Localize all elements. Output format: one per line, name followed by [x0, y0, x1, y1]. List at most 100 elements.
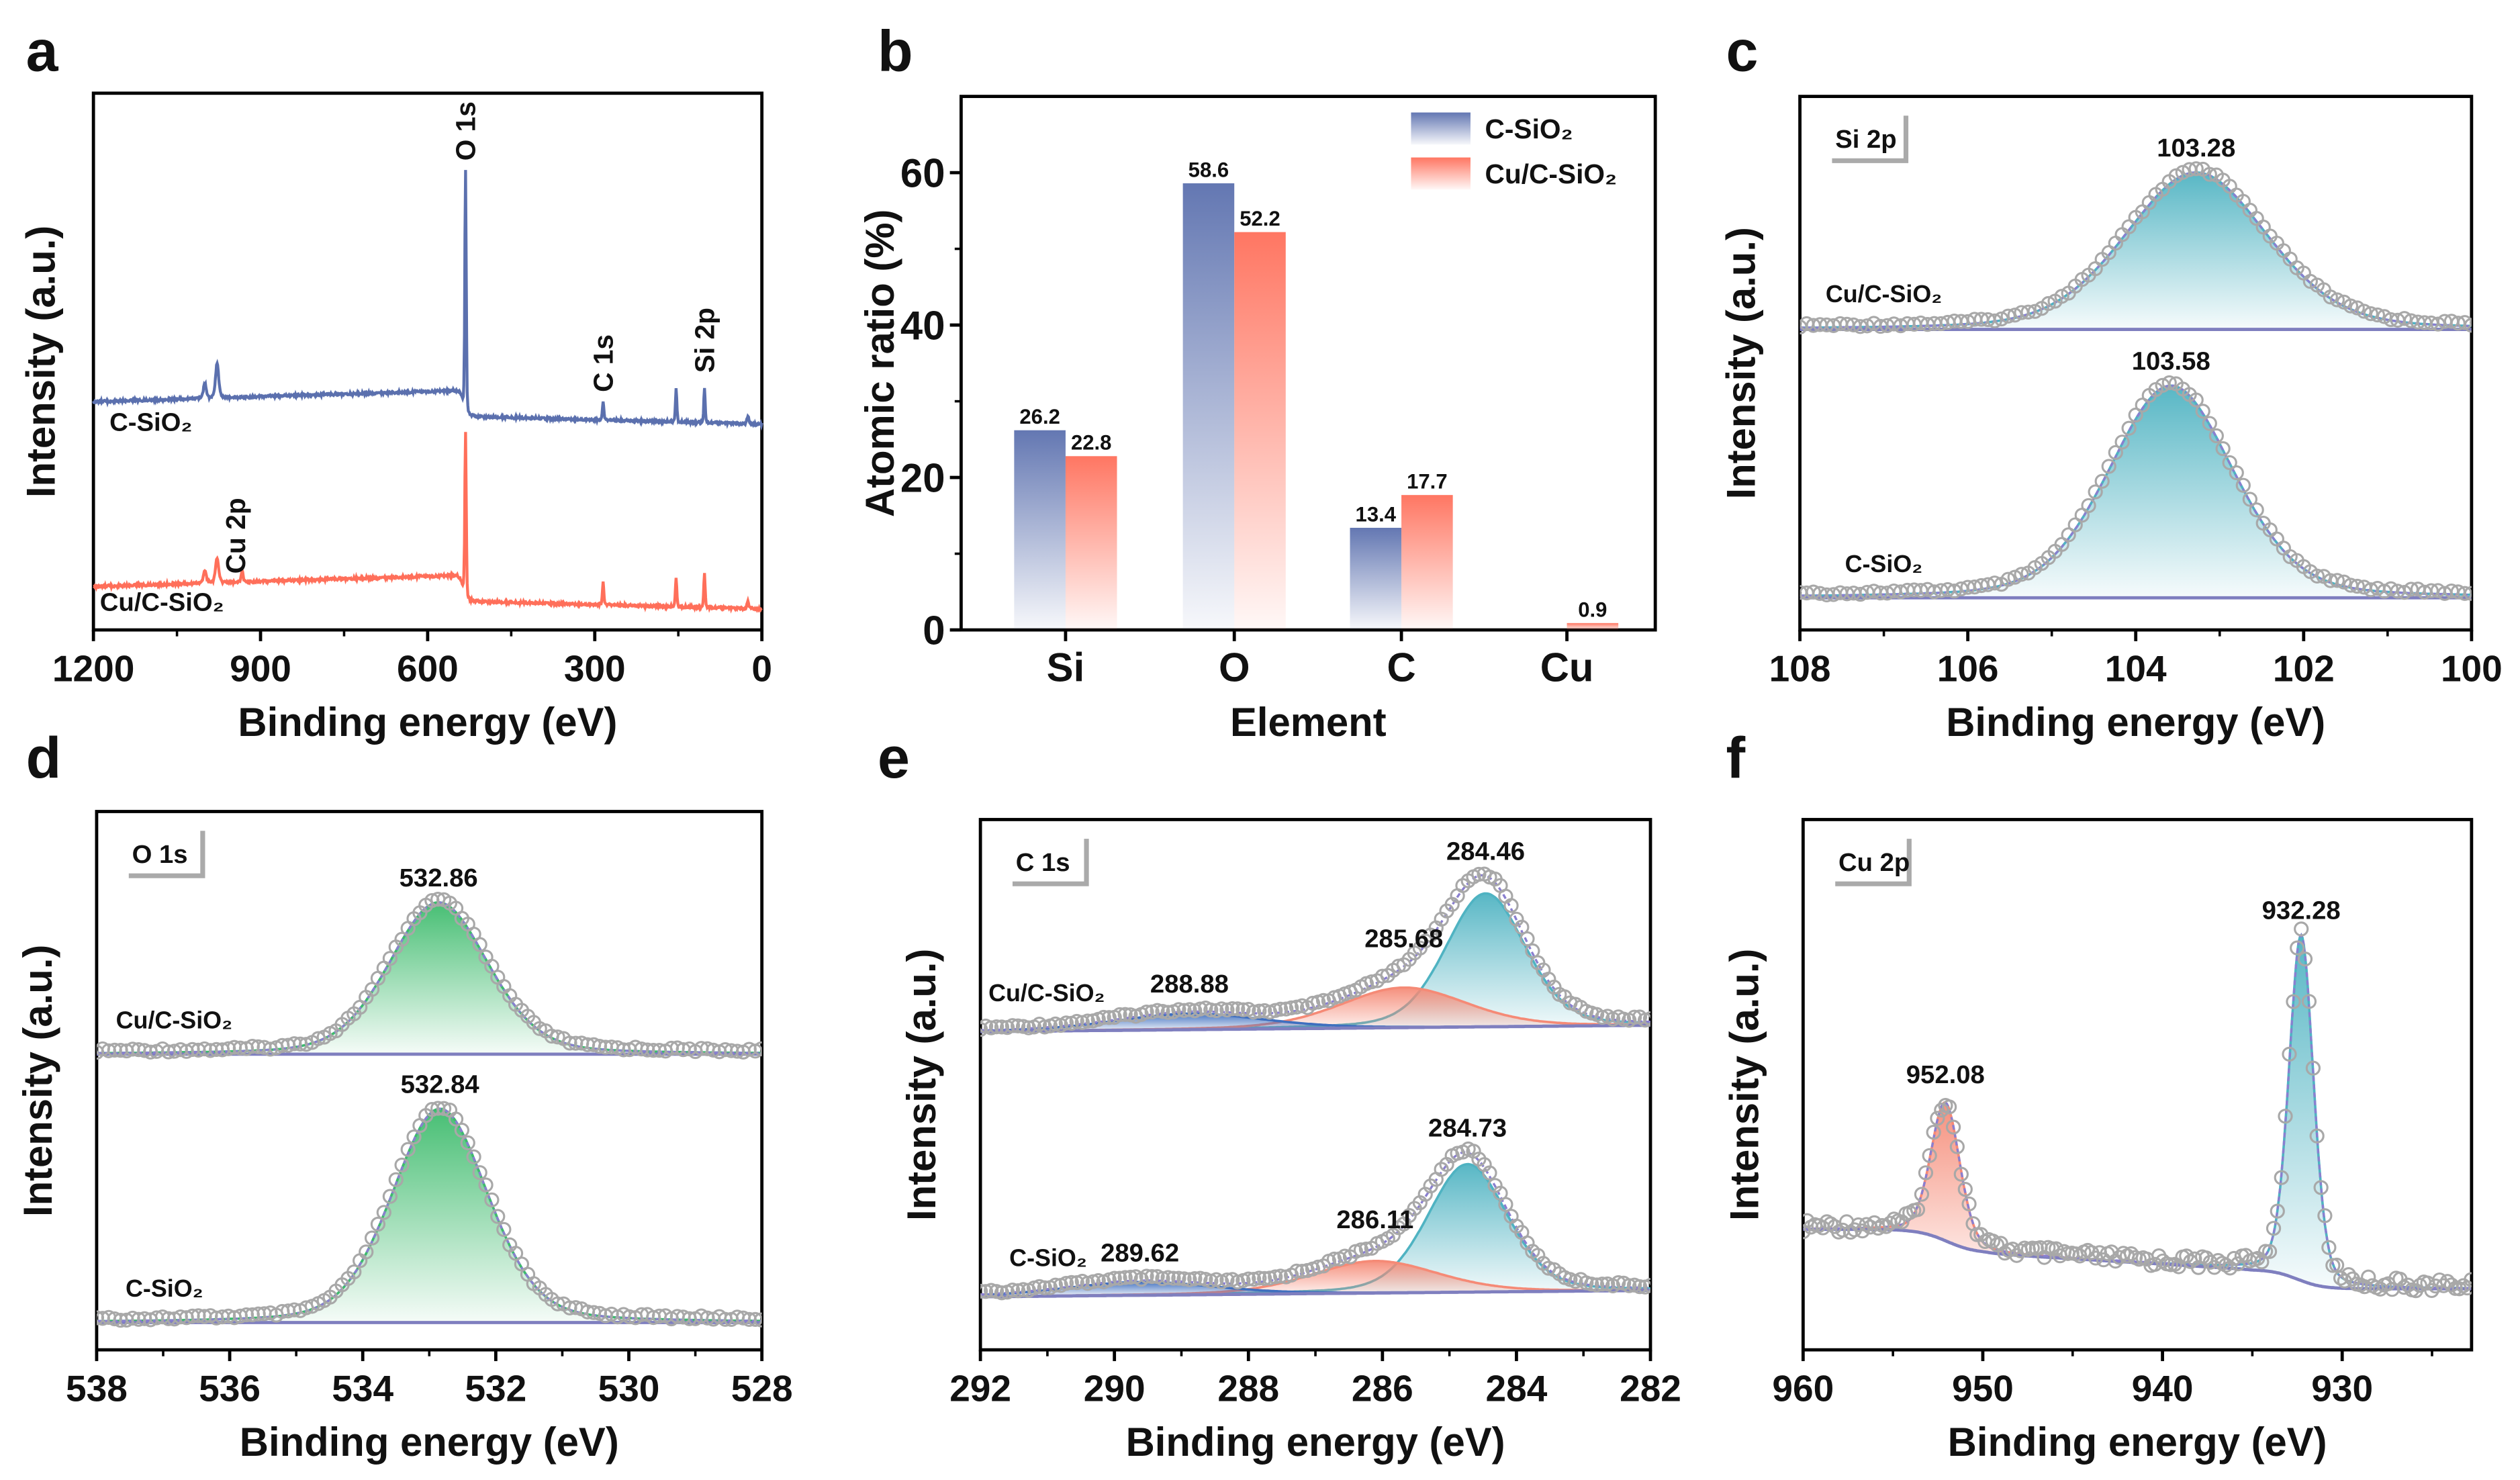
- plot-area: [1800, 161, 2472, 603]
- data-point: [1160, 1270, 1176, 1285]
- data-point: [1257, 1270, 1272, 1287]
- data-point: [478, 1177, 494, 1193]
- x-tick-label: 284: [1486, 1368, 1548, 1409]
- x-tick-label: 538: [66, 1368, 128, 1409]
- data-point: [1918, 1165, 1934, 1181]
- data-point: [2101, 459, 2116, 474]
- y-axis-label: Intensity (a.u.): [1719, 227, 1764, 499]
- panel-label-f: f: [1726, 726, 1745, 790]
- panel-f: 960 950 940 930 Binding energy (eV) Intensity…: [1722, 818, 2474, 1465]
- bar-Si-0: [1014, 430, 1066, 631]
- data-point: [1219, 1272, 1235, 1288]
- bar-C-0: [1350, 527, 1402, 631]
- data-point: [1112, 1007, 1127, 1023]
- data-point: [1160, 1005, 1176, 1020]
- data-point: [2286, 994, 2301, 1009]
- plot-area: [1803, 921, 2472, 1299]
- data-point: [1214, 1001, 1229, 1017]
- data-point: [2460, 1280, 2472, 1296]
- data-point: [2313, 1180, 2329, 1195]
- plot-area: [980, 866, 1651, 1301]
- data-point: [2341, 1267, 2356, 1283]
- data-point: [1947, 584, 1962, 599]
- data-point: [2037, 1250, 2052, 1265]
- data-point: [1182, 1272, 1197, 1287]
- data-point: [1295, 1264, 1310, 1279]
- data-point: [2329, 573, 2345, 588]
- data-point: [2282, 1046, 2297, 1062]
- data-point: [1107, 1270, 1122, 1286]
- data-point: [1005, 1018, 1021, 1033]
- data-point: [2020, 304, 2036, 320]
- data-point: [1123, 1269, 1138, 1285]
- data-point: [1806, 584, 1821, 600]
- data-point: [2171, 1259, 2186, 1275]
- data-point: [1166, 1270, 1181, 1286]
- series-label: Cu/C-SiO₂: [100, 588, 224, 616]
- data-point: [1278, 1001, 1294, 1017]
- data-point: [382, 1189, 398, 1204]
- data-point: [394, 1157, 410, 1173]
- y-axis-label: Intensity (a.u.): [1722, 949, 1767, 1221]
- data-point: [1284, 1000, 1299, 1016]
- data-point: [2014, 567, 2029, 582]
- x-axis-label: Binding energy (eV): [240, 1420, 619, 1465]
- data-point: [2297, 952, 2313, 967]
- data-point: [1139, 1005, 1154, 1020]
- peak-position-label: 285.68: [1364, 924, 1443, 953]
- data-point: [2294, 921, 2309, 937]
- data-point: [2343, 298, 2359, 314]
- data-point: [1037, 1280, 1052, 1295]
- plot-frame: [1801, 818, 2474, 1352]
- data-point: [346, 1264, 362, 1280]
- data-point: [1987, 575, 2002, 591]
- data-point: [1182, 1002, 1197, 1017]
- data-point: [2423, 583, 2439, 598]
- data-point: [2210, 1252, 2226, 1268]
- data-point: [1953, 1166, 1969, 1182]
- data-point: [1305, 995, 1321, 1011]
- data-point: [1112, 1270, 1127, 1286]
- data-point: [2195, 404, 2210, 419]
- bar-value-label: 22.8: [1071, 431, 1112, 455]
- data-point: [1503, 898, 1519, 913]
- data-point: [2208, 428, 2224, 444]
- region-label: O 1s: [132, 840, 188, 869]
- y-tick-label: 40: [900, 304, 945, 349]
- data-point: [1945, 1119, 1961, 1135]
- data-point: [1117, 1007, 1133, 1022]
- data-point: [980, 1283, 988, 1299]
- data-point: [2361, 1269, 2376, 1285]
- data-point: [1235, 1002, 1251, 1017]
- x-tick-label: Cu: [1540, 645, 1594, 690]
- data-point: [2222, 455, 2237, 471]
- data-point: [1941, 1099, 1957, 1115]
- data-point: [1252, 1003, 1267, 1019]
- data-point: [2309, 568, 2325, 584]
- data-point: [2370, 307, 2385, 323]
- envelope-line: [1800, 171, 2472, 329]
- data-point: [2007, 569, 2022, 585]
- x-tick-label: 1200: [52, 648, 134, 690]
- data-point: [2261, 1244, 2278, 1259]
- component-fill: [1800, 385, 2472, 598]
- data-point: [2266, 1221, 2282, 1236]
- data-point: [394, 931, 410, 947]
- sample-label: C-SiO₂: [1845, 551, 1923, 577]
- plot-frame: [91, 91, 764, 632]
- x-tick-label: 536: [199, 1368, 261, 1409]
- data-point: [1225, 1001, 1240, 1017]
- data-point: [1064, 1275, 1079, 1291]
- data-point: [2027, 304, 2043, 319]
- x-tick-label: 282: [1620, 1368, 1681, 1409]
- y-tick-label: 20: [900, 456, 945, 501]
- data-point: [2067, 517, 2083, 533]
- x-tick-label: Si: [1047, 645, 1085, 690]
- data-point: [2290, 940, 2305, 956]
- data-point: [1176, 1271, 1192, 1287]
- data-point: [1910, 1202, 1926, 1217]
- x-tick-label: 102: [2273, 648, 2335, 690]
- data-point: [364, 1230, 380, 1246]
- y-tick-label: 0: [923, 608, 945, 653]
